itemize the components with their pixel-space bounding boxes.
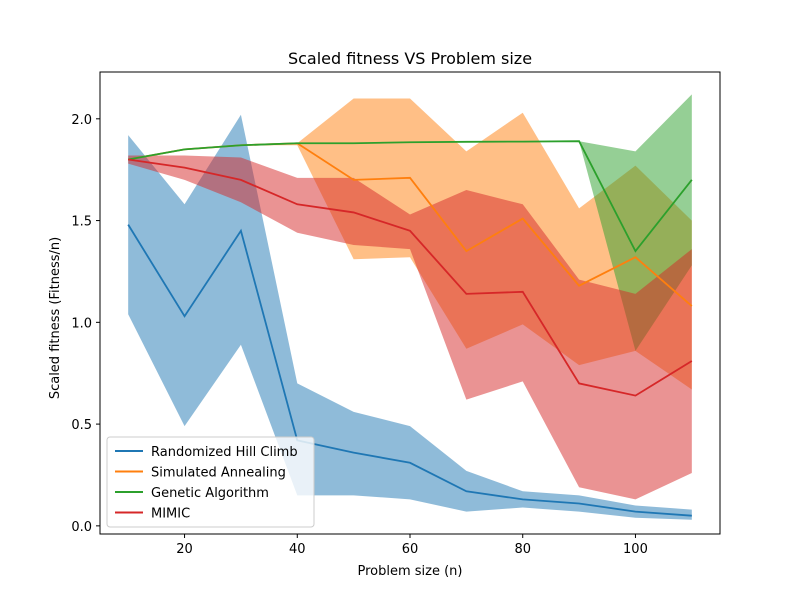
- x-tick-label: 80: [514, 542, 531, 557]
- line-series-0: [127, 224, 692, 517]
- axes: 20 40 60 80 100 0.0 0.5 1.0 1.5 2.0: [71, 71, 721, 557]
- y-tick-label: 1.5: [71, 215, 92, 230]
- x-tick-label: 20: [176, 542, 193, 557]
- line-series-3: [128, 158, 693, 397]
- band-series-0: [128, 114, 692, 520]
- legend: Randomized Hill Climb Simulated Annealing…: [106, 436, 315, 528]
- confidence-bands: [128, 94, 692, 520]
- series-lines: [127, 140, 693, 517]
- x-axis-label: Problem size (n): [357, 564, 462, 579]
- band-series-3: [128, 155, 692, 500]
- y-tick-label: 2.0: [71, 113, 92, 128]
- y-tick-label: 0.0: [71, 520, 92, 535]
- legend-label: Genetic Algorithm: [151, 486, 269, 501]
- y-tick-label: 1.0: [71, 316, 92, 331]
- y-axis-label: Scaled fitness (Fitness/n): [48, 237, 63, 399]
- line-series-2: [128, 140, 693, 253]
- x-tick-label: 100: [623, 542, 648, 557]
- legend-label: MIMIC: [151, 507, 190, 522]
- legend-box: [106, 436, 315, 528]
- legend-label: Simulated Annealing: [151, 466, 286, 481]
- x-tick-label: 60: [402, 542, 419, 557]
- y-tick-label: 0.5: [71, 418, 92, 433]
- legend-label: Randomized Hill Climb: [151, 445, 298, 460]
- chart-title: Scaled fitness VS Problem size: [288, 49, 532, 68]
- x-tick-label: 40: [289, 542, 306, 557]
